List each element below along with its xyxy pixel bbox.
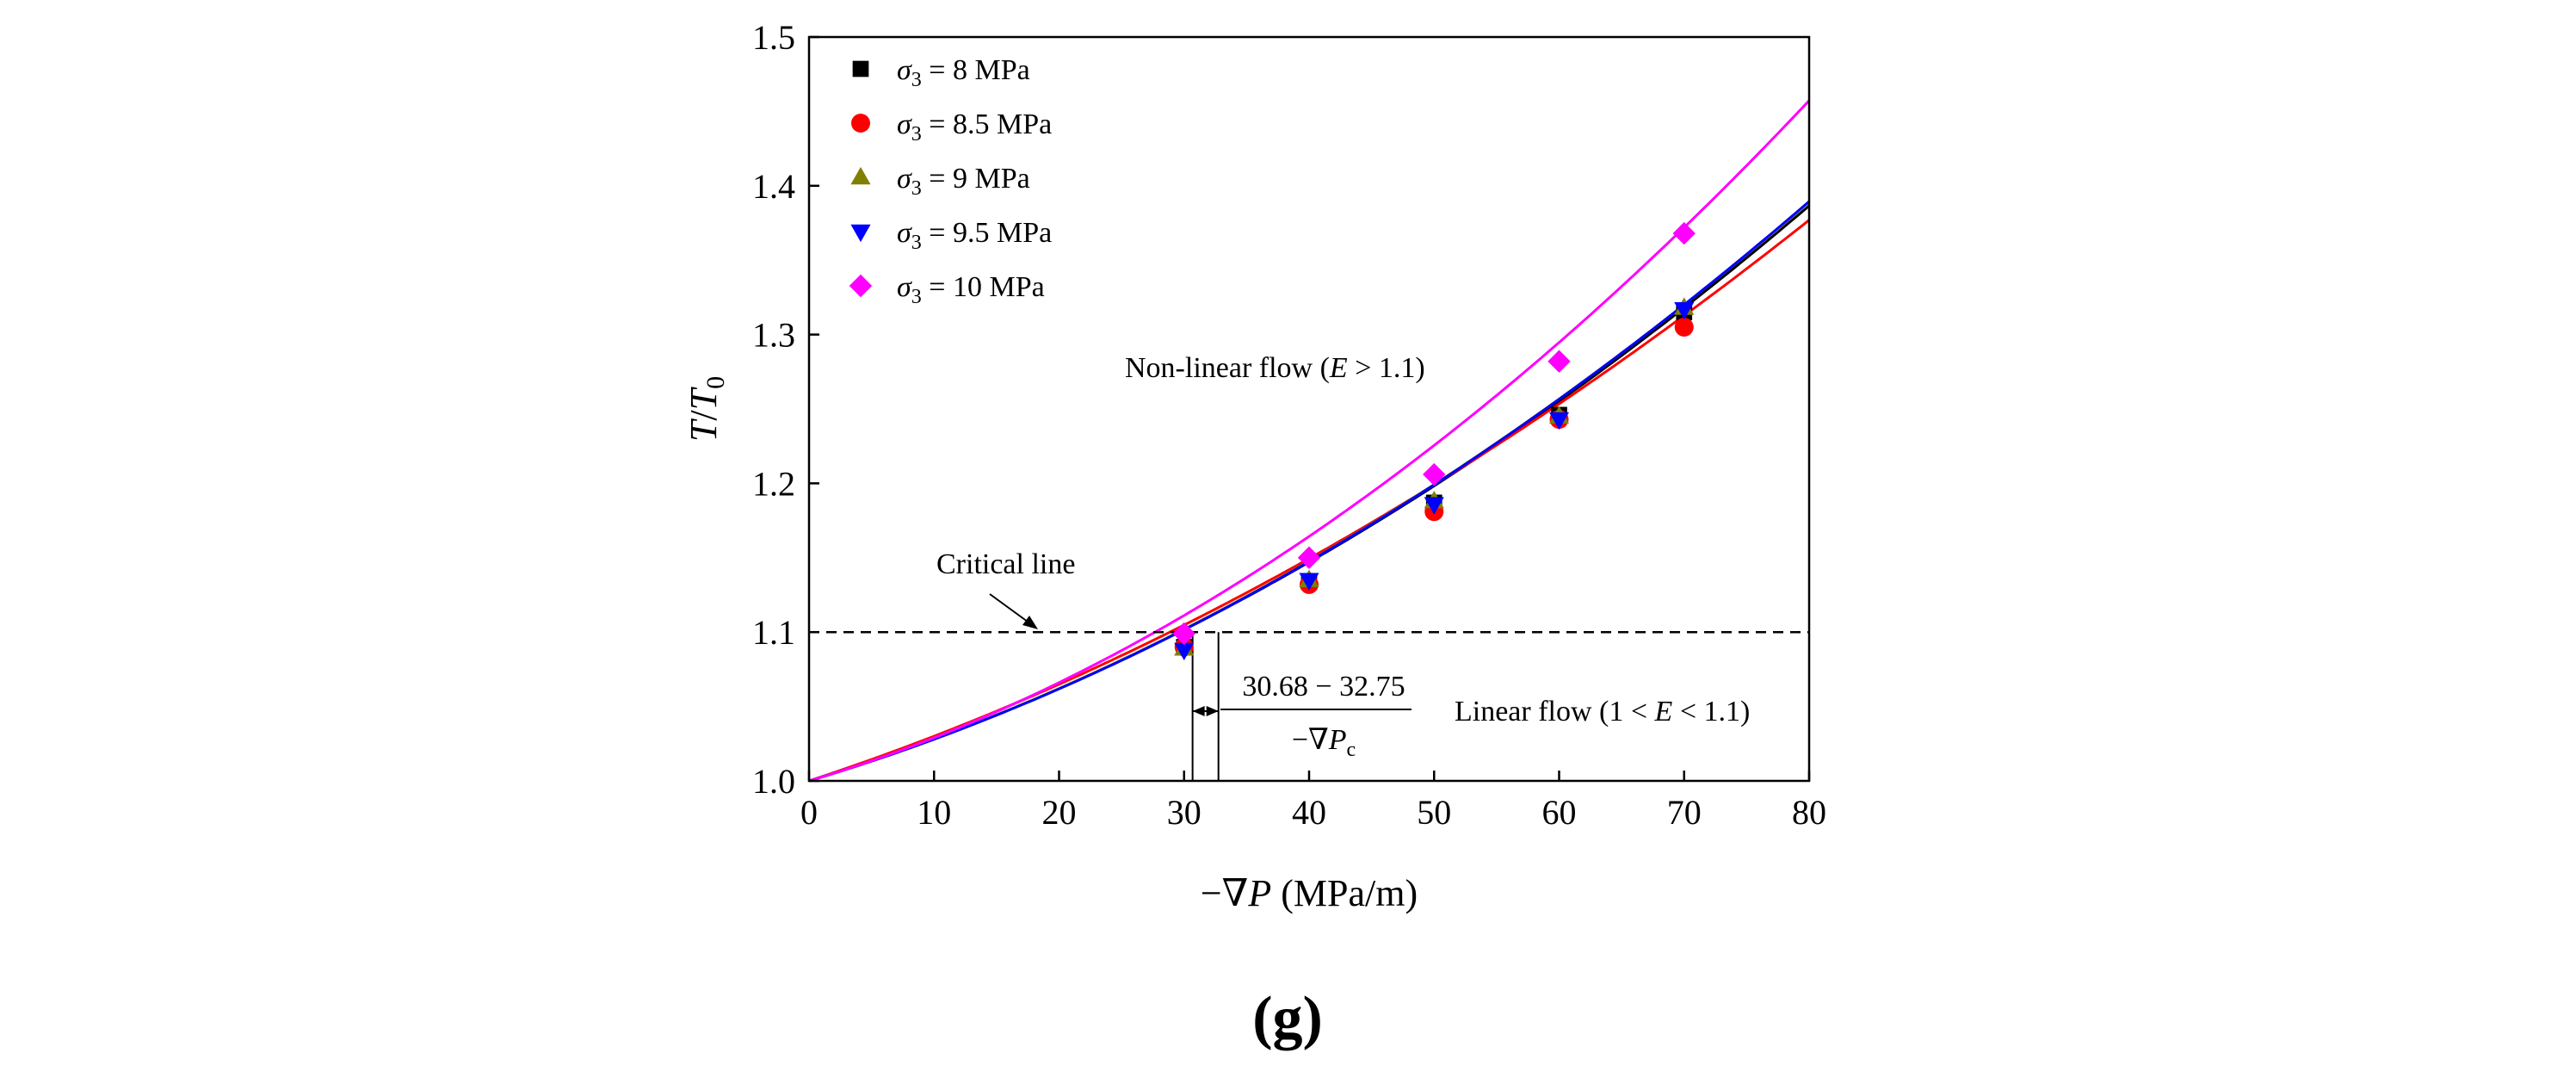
- range-arrow-right: [1206, 706, 1219, 716]
- x-tick-label-4: 40: [1292, 793, 1326, 832]
- x-tick-label-5: 50: [1417, 793, 1451, 832]
- legend-label-2: σ3 = 9 MPa: [897, 163, 1030, 200]
- axes: 0 10 20 30 40 50 60 70 80 1.0 1.1 1.2 1.3 1.4 1.5 −∇P (…: [683, 18, 1826, 914]
- legend-marker-3: [850, 224, 871, 243]
- panel-label: (g): [1252, 985, 1323, 1051]
- y-tick-label-0: 1.0: [752, 762, 795, 801]
- annotations: Non-linear flow (E > 1.1) Linear flow (1 …: [936, 352, 1750, 1051]
- nonlinear-flow-label: Non-linear flow (E > 1.1): [1125, 352, 1425, 384]
- data-point-4-3: [1547, 350, 1571, 373]
- data-point-1-4: [1674, 317, 1694, 337]
- y-axis-title: T/T0: [683, 376, 730, 442]
- critical-line-label: Critical line: [936, 548, 1075, 580]
- y-tick-label-3: 1.3: [752, 316, 795, 355]
- legend-marker-2: [850, 166, 871, 185]
- data-point-3-1: [1299, 573, 1319, 591]
- x-axis-title: −∇P (MPa/m): [1201, 872, 1418, 914]
- critical-range-label-bottom: −∇Pc: [1292, 724, 1356, 761]
- range-arrow-left: [1192, 706, 1205, 716]
- data-point-4-4: [1672, 221, 1696, 245]
- data-markers: [1172, 221, 1696, 661]
- critical-line-group: [809, 630, 1809, 781]
- x-tick-label-1: 10: [917, 793, 951, 832]
- x-tick-label-3: 30: [1167, 793, 1202, 832]
- data-point-3-2: [1424, 497, 1444, 515]
- legend: σ3 = 8 MPa σ3 = 8.5 MPa σ3 = 9 MPa σ3 = 9.5…: [849, 54, 1052, 308]
- legend-label-3: σ3 = 9.5 MPa: [897, 217, 1052, 254]
- legend-marker-0: [852, 60, 869, 77]
- y-tick-label-4: 1.4: [752, 167, 795, 206]
- legend-marker-1: [851, 114, 870, 133]
- data-point-4-0: [1172, 622, 1195, 646]
- data-point-3-4: [1674, 301, 1695, 320]
- x-tick-label-7: 70: [1667, 793, 1702, 832]
- data-point-3-3: [1548, 412, 1570, 430]
- x-tick-label-2: 20: [1042, 793, 1077, 832]
- y-tick-label-2: 1.2: [752, 464, 795, 503]
- x-tick-label-6: 60: [1542, 793, 1577, 832]
- fit-curve-4: [808, 99, 1811, 783]
- legend-label-4: σ3 = 10 MPa: [897, 271, 1045, 308]
- legend-label-0: σ3 = 8 MPa: [897, 54, 1030, 91]
- x-tick-label-8: 80: [1792, 793, 1826, 832]
- data-point-3-0: [1174, 642, 1195, 661]
- critical-range-label-top: 30.68 − 32.75: [1242, 671, 1405, 703]
- data-point-4-2: [1423, 462, 1446, 486]
- y-tick-label-5: 1.5: [752, 18, 795, 57]
- y-tick-label-1: 1.1: [752, 613, 795, 652]
- legend-label-1: σ3 = 8.5 MPa: [897, 108, 1052, 146]
- legend-marker-4: [849, 274, 873, 298]
- critical-line-pointer: [989, 593, 1032, 625]
- x-tick-label-0: 0: [800, 793, 818, 832]
- critical-line-pointer-head: [1022, 616, 1038, 629]
- data-point-4-1: [1297, 546, 1321, 569]
- linear-flow-label: Linear flow (1 < E < 1.1): [1455, 696, 1750, 728]
- plot-frame: [807, 35, 1811, 783]
